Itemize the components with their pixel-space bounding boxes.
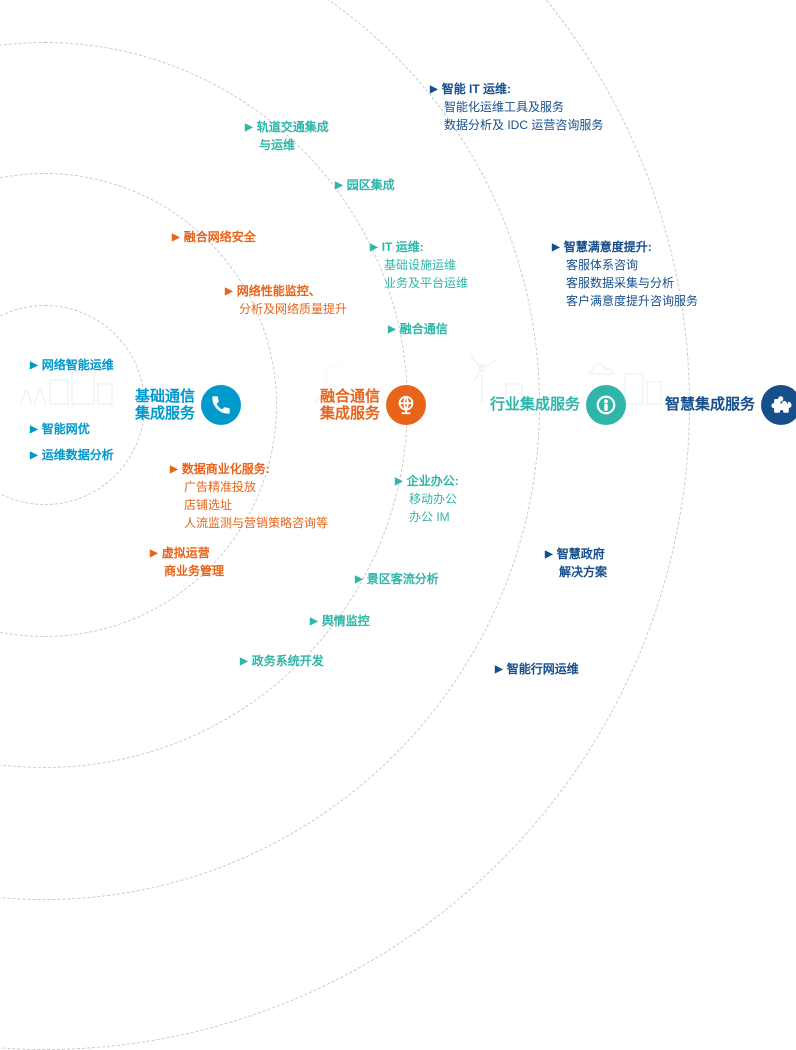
net-perf-mon-sub: 分析及网络质量提升: [239, 300, 347, 318]
net-perf-mon: ▶网络性能监控、分析及网络质量提升: [225, 282, 347, 318]
smart-sat-sub: 客户满意度提升咨询服务: [566, 292, 698, 310]
bullet-icon: ▶: [172, 233, 180, 243]
bullet-icon: ▶: [495, 665, 503, 675]
bullet-icon: ▶: [225, 287, 233, 297]
data-biz-sub: 人流监测与营销策略咨询等: [184, 514, 328, 532]
bullet-icon: ▶: [370, 243, 378, 253]
smart-it-ops-sub: 数据分析及 IDC 运营咨询服务: [444, 116, 603, 134]
hub-smart: 智慧集成服务: [665, 385, 796, 425]
park-integ: ▶园区集成: [335, 176, 395, 194]
smart-net-opt: ▶智能网优: [30, 420, 90, 438]
hub-converge-label: 融合通信 集成服务: [320, 388, 380, 423]
hub-basic-label: 基础通信 集成服务: [135, 388, 195, 423]
bullet-icon: ▶: [335, 181, 343, 191]
bullet-icon: ▶: [430, 85, 438, 95]
diagram-canvas: 基础通信 集成服务 融合通信 集成服务 行业集成服务 智慧集成服务 ▶网络智能运…: [0, 0, 796, 739]
smart-net-opt-title: ▶智能网优: [30, 422, 90, 436]
hub-smart-label: 智慧集成服务: [665, 396, 755, 413]
it-ops-sub: 业务及平台运维: [384, 274, 468, 292]
smart-it-ops-sub: 智能化运维工具及服务: [444, 98, 603, 116]
gov-sys-dev-title: ▶政务系统开发: [240, 654, 324, 668]
bullet-icon: ▶: [30, 425, 38, 435]
park-integ-title: ▶园区集成: [335, 178, 395, 192]
hub-basic: 基础通信 集成服务: [135, 385, 241, 425]
rail-integ-title: ▶轨道交通集成: [245, 120, 329, 134]
smart-gov-sub: 解决方案: [559, 563, 607, 581]
smart-bank-ops: ▶智能行网运维: [495, 660, 579, 678]
data-biz-sub: 店铺选址: [184, 496, 328, 514]
bullet-icon: ▶: [150, 549, 158, 559]
smart-gov-title: ▶智慧政府: [545, 547, 605, 561]
phone-icon: [201, 385, 241, 425]
net-smart-ops: ▶网络智能运维: [30, 356, 114, 374]
bullet-icon: ▶: [545, 550, 553, 560]
bullet-icon: ▶: [552, 243, 560, 253]
ops-data-analy: ▶运维数据分析: [30, 446, 114, 464]
puzzle-icon: [761, 385, 796, 425]
scenic-flow: ▶景区客流分析: [355, 570, 439, 588]
converge-comm: ▶融合通信: [388, 320, 448, 338]
ent-office-sub: 办公 IM: [409, 508, 459, 526]
bullet-icon: ▶: [395, 477, 403, 487]
ops-data-analy-title: ▶运维数据分析: [30, 448, 114, 462]
ent-office: ▶企业办公: 移动办公办公 IM: [395, 472, 459, 526]
net-security-title: ▶融合网络安全: [172, 230, 256, 244]
virt-ops-mgmt: ▶虚拟运营商业务管理: [150, 544, 224, 580]
data-biz-title: ▶数据商业化服务:: [170, 462, 270, 476]
bullet-icon: ▶: [240, 657, 248, 667]
smart-sat-title: ▶智慧满意度提升:: [552, 240, 652, 254]
rail-integ: ▶轨道交通集成与运维: [245, 118, 329, 154]
ent-office-sub: 移动办公: [409, 490, 459, 508]
bullet-icon: ▶: [355, 575, 363, 585]
ring-5: [0, 0, 690, 1050]
bullet-icon: ▶: [170, 465, 178, 475]
net-perf-mon-title: ▶网络性能监控、: [225, 284, 321, 298]
smart-bank-ops-title: ▶智能行网运维: [495, 662, 579, 676]
bullet-icon: ▶: [245, 123, 253, 133]
gov-sys-dev: ▶政务系统开发: [240, 652, 324, 670]
scenic-flow-title: ▶景区客流分析: [355, 572, 439, 586]
rail-integ-sub: 与运维: [259, 136, 329, 154]
smart-sat: ▶智慧满意度提升: 客服体系咨询客服数据采集与分析客户满意度提升咨询服务: [552, 238, 698, 310]
smart-gov: ▶智慧政府解决方案: [545, 545, 607, 581]
globe-icon: [386, 385, 426, 425]
bullet-icon: ▶: [310, 617, 318, 627]
opinion-mon-title: ▶舆情监控: [310, 614, 370, 628]
info-icon: [586, 385, 626, 425]
virt-ops-mgmt-sub: 商业务管理: [164, 562, 224, 580]
smart-sat-sub: 客服数据采集与分析: [566, 274, 698, 292]
virt-ops-mgmt-title: ▶虚拟运营: [150, 546, 210, 560]
data-biz: ▶数据商业化服务: 广告精准投放店铺选址人流监测与营销策略咨询等: [170, 460, 328, 532]
converge-comm-title: ▶融合通信: [388, 322, 448, 336]
opinion-mon: ▶舆情监控: [310, 612, 370, 630]
it-ops-sub: 基础设施运维: [384, 256, 468, 274]
it-ops: ▶IT 运维: 基础设施运维业务及平台运维: [370, 238, 468, 292]
ring-1: [0, 305, 145, 505]
net-security: ▶融合网络安全: [172, 228, 256, 246]
bullet-icon: ▶: [30, 361, 38, 371]
data-biz-sub: 广告精准投放: [184, 478, 328, 496]
ent-office-title: ▶企业办公:: [395, 474, 459, 488]
bullet-icon: ▶: [30, 451, 38, 461]
it-ops-title: ▶IT 运维:: [370, 240, 424, 254]
bullet-icon: ▶: [388, 325, 396, 335]
smart-it-ops-title: ▶智能 IT 运维:: [430, 82, 511, 96]
smart-sat-sub: 客服体系咨询: [566, 256, 698, 274]
hub-industry-label: 行业集成服务: [490, 396, 580, 413]
smart-it-ops: ▶智能 IT 运维: 智能化运维工具及服务数据分析及 IDC 运营咨询服务: [430, 80, 603, 134]
hub-industry: 行业集成服务: [490, 385, 626, 425]
hub-converge: 融合通信 集成服务: [320, 385, 426, 425]
net-smart-ops-title: ▶网络智能运维: [30, 358, 114, 372]
